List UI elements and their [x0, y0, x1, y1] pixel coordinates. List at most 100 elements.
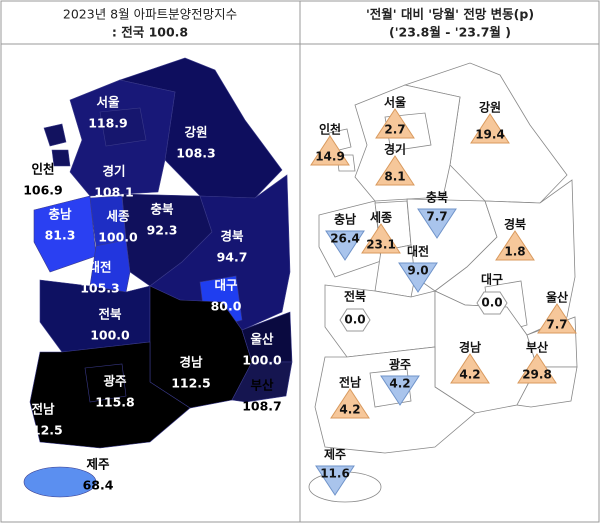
region-change: 4.2: [459, 368, 480, 382]
region-change: 7.7: [426, 210, 447, 224]
region-change: 19.4: [475, 128, 505, 142]
region-name: 충남: [334, 212, 356, 227]
region-name: 인천: [319, 122, 341, 137]
region-name: 부산: [526, 340, 548, 355]
region-change: 1.8: [504, 245, 525, 259]
change-marker: [476, 291, 508, 315]
region-change: 23.1: [366, 238, 396, 252]
change-marker: [398, 262, 438, 293]
region-change: 26.4: [330, 232, 360, 246]
region-name: 세종: [106, 209, 130, 224]
region-value: 100.0: [98, 230, 138, 245]
left-subtitle: : 전국 100.8: [112, 25, 188, 40]
region-name: 전남: [31, 402, 55, 417]
region-value: 105.3: [80, 281, 120, 296]
change-marker: [517, 353, 557, 384]
region-value: 106.9: [23, 183, 63, 198]
right-map: [308, 62, 578, 503]
region-value: 100.0: [90, 328, 130, 343]
change-marker: [375, 108, 415, 139]
region-change: 4.2: [339, 403, 360, 417]
region-change: 29.8: [522, 368, 552, 382]
region-name: 전남: [339, 375, 361, 390]
region-value: 100.0: [242, 353, 282, 368]
left-title: 2023년 8월 아파트분양전망지수: [63, 7, 237, 22]
change-marker: [315, 465, 355, 496]
change-marker: [450, 353, 490, 384]
region-name: 광주: [389, 357, 411, 372]
region-name: 충남: [48, 207, 72, 222]
region-name: 울산: [250, 332, 274, 347]
region: [23, 466, 97, 498]
region-change: 2.7: [384, 123, 405, 137]
region-value: 81.3: [45, 228, 76, 243]
region-name: 경기: [102, 164, 125, 179]
region-change: 0.0: [481, 296, 502, 310]
region: [374, 244, 416, 298]
right-labels: 강원 19.4 경기 8.1 서울 2.7 인천 14.9 충남 26.4 세종 23.1 충북 7.7 경…: [310, 95, 577, 496]
region-name: 서울: [96, 95, 120, 110]
region-change: 11.6: [320, 467, 350, 481]
region-change: 4.2: [389, 377, 410, 391]
region-name: 광주: [103, 374, 127, 389]
right-title: '전월' 대비 '당월' 전망 변동(p): [366, 7, 534, 22]
region-value: 108.3: [176, 146, 216, 161]
region-value: 118.9: [88, 116, 128, 131]
right-subtitle: ('23.8월 - '23.7월 ): [389, 25, 511, 40]
region-name: 울산: [546, 290, 568, 305]
region-name: 제주: [86, 457, 110, 472]
change-marker: [361, 223, 401, 254]
region-name: 부산: [250, 378, 274, 393]
region-change: 0.0: [344, 313, 365, 327]
region-name: 강원: [184, 125, 207, 140]
region: [99, 107, 147, 147]
region-name: 서울: [384, 95, 406, 110]
region-name: 경북: [504, 218, 526, 232]
region-name: 충북: [426, 190, 448, 205]
region-value: 108.1: [94, 185, 134, 200]
region-name: 경기: [384, 142, 406, 157]
region-value: 115.8: [95, 395, 135, 410]
region-name: 전북: [98, 307, 122, 322]
region-value: 108.7: [242, 399, 282, 414]
region-change: 8.1: [384, 170, 405, 184]
region-name: 경남: [459, 340, 481, 355]
region-name: 대구: [481, 273, 503, 287]
region-change: 9.0: [407, 264, 428, 278]
region-value: 68.4: [83, 478, 114, 493]
change-marker: [417, 208, 457, 239]
region-name: 인천: [31, 162, 54, 177]
region-name: 제주: [324, 448, 346, 462]
region: [84, 363, 127, 403]
region-name: 대전: [407, 244, 429, 259]
change-marker: [339, 308, 371, 332]
region: [89, 239, 131, 293]
region-value: 92.3: [147, 223, 178, 238]
region: [33, 195, 97, 273]
region-name: 전북: [344, 289, 366, 304]
change-marker: [310, 135, 350, 166]
region-name: 경남: [179, 355, 203, 370]
change-marker: [470, 113, 510, 144]
region-name: 세종: [370, 210, 392, 225]
region-change: 7.7: [546, 318, 567, 332]
change-marker: [330, 388, 370, 419]
region-name: 대전: [88, 260, 111, 275]
change-marker: [537, 303, 577, 334]
change-marker: [495, 230, 535, 261]
region-value: 80.0: [211, 299, 242, 314]
region-value: 112.5: [171, 376, 211, 391]
region-name: 경북: [220, 229, 244, 244]
region-name: 강원: [479, 101, 501, 115]
change-marker: [325, 230, 365, 261]
left-map: 강원 108.3 경기 108.1 서울 118.9 인천 106.9 충남 81.3 세종 100.…: [23, 57, 293, 498]
region: [231, 361, 293, 403]
region-value: 112.5: [23, 423, 63, 438]
region-name: 충북: [150, 202, 174, 217]
region: [43, 123, 71, 167]
region-change: 14.9: [315, 150, 345, 164]
change-marker: [375, 155, 415, 186]
change-marker: [380, 375, 420, 406]
region-name: 대구: [214, 278, 238, 293]
